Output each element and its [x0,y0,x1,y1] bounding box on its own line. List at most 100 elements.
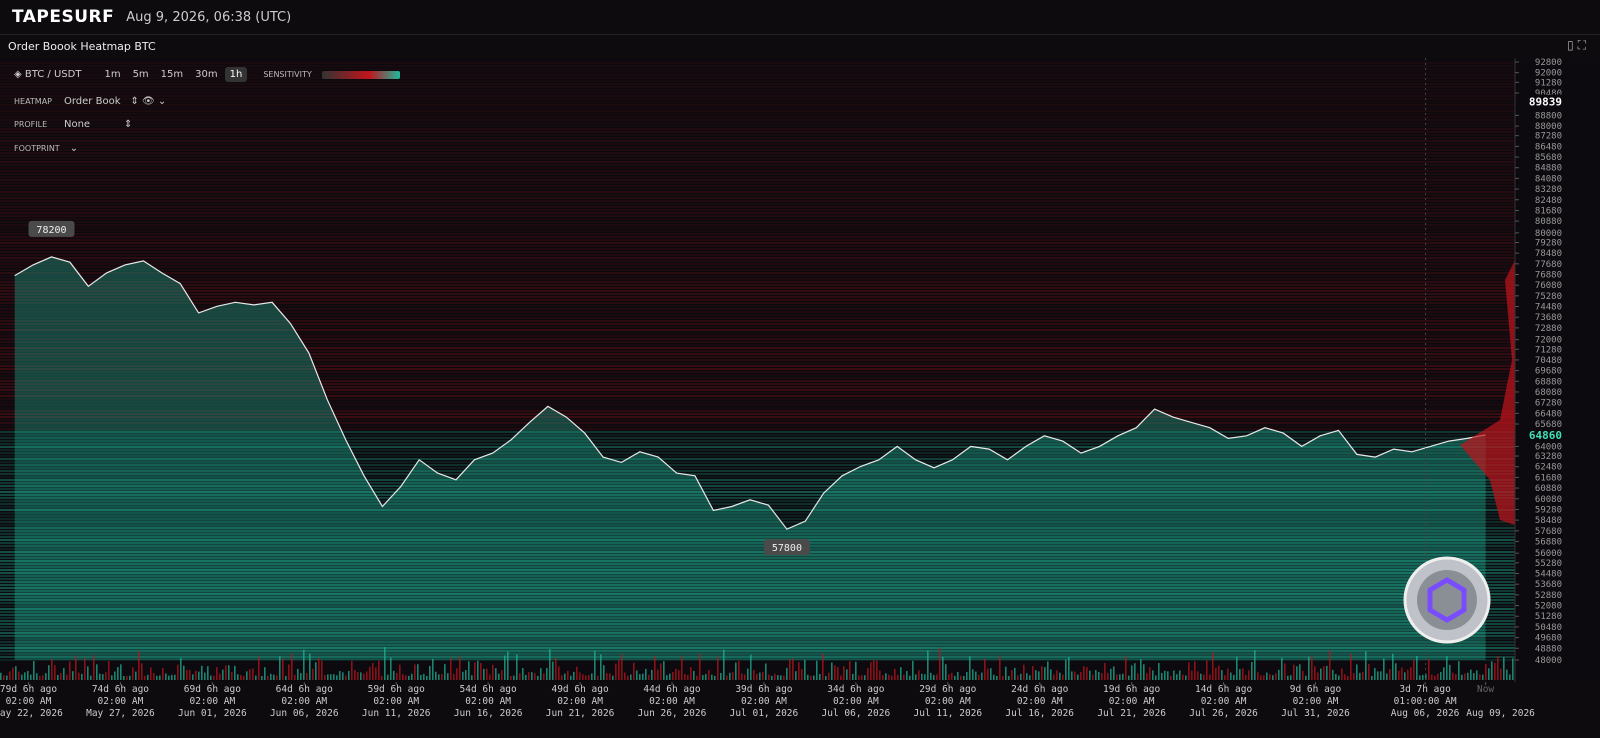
volume [1017,675,1019,680]
heat-band [0,494,1515,496]
volume [468,661,470,680]
volume [960,675,962,680]
volume [1125,656,1127,680]
heat-band [0,140,1515,142]
heat-band [0,242,1515,244]
heat-band [0,398,1515,400]
volume [495,668,497,680]
icon[interactable]: ⌄ [69,143,79,154]
volume [900,667,902,680]
volume [717,656,719,680]
volume [414,664,416,680]
volume [567,670,569,680]
volume [1176,674,1178,680]
volume [342,672,344,680]
volume [1254,650,1256,680]
panel-icons[interactable]: ▯ ⛶ [1567,38,1586,52]
volume [1008,675,1010,680]
y-tick-label: 49680 [1535,634,1562,644]
volume [885,673,887,680]
heat-band [0,524,1515,526]
volume [801,669,803,680]
heat-band [0,221,1515,223]
volume [237,674,239,680]
heat-band [0,266,1515,268]
volume [1494,662,1496,680]
volume [504,655,506,680]
heat-band [0,521,1515,523]
heat-band [0,554,1515,556]
volume [804,659,806,680]
heat-band [0,374,1515,376]
volume [1221,670,1223,680]
x-tick-label: 34d 6h ago [827,684,884,695]
heat-band [0,365,1515,367]
heat-band [0,206,1515,208]
setting-value[interactable]: Order Book [64,96,121,107]
volume [195,670,197,680]
heat-band [0,443,1515,445]
x-tick-time: 02:00 AM [1017,696,1063,707]
y-tick-label: 84080 [1535,174,1562,184]
x-tick-time: 02:00 AM [925,696,971,707]
volume [411,673,413,680]
volume [1173,670,1175,680]
icons[interactable]: ⇕ 👁 ⌄ [130,96,167,107]
volume [375,667,377,680]
volume [1260,675,1262,680]
volume [249,669,251,680]
icon[interactable]: ⇕ [124,119,133,130]
volume [27,670,29,680]
annotation-box [28,220,75,237]
x-tick-date: Jul 21, 2026 [1097,708,1166,719]
heat-band [0,290,1515,292]
footprint-row: FOOTPRINT ⌄ [14,143,78,154]
heat-band [0,584,1515,586]
heat-band [0,80,1515,82]
volume [1305,675,1307,680]
volume [1317,672,1319,680]
volume [678,670,680,680]
y-tick-label: 92000 [1535,69,1562,79]
heat-band [0,71,1515,73]
volume [1056,670,1058,680]
volume [465,670,467,680]
volume [339,671,341,680]
volume [39,675,41,680]
timeframe[interactable]: 5m [132,69,149,80]
pair[interactable]: ◈ BTC / USDT [14,69,82,80]
y-tick-label: 65680 [1535,420,1562,430]
volume [333,674,335,680]
heat-band [0,656,1515,658]
volume [1308,656,1310,680]
volume [498,673,500,680]
volume [1212,652,1214,680]
heat-band [0,278,1515,280]
brand[interactable]: TAPESURF [12,7,115,27]
timeframe[interactable]: 30m [195,69,218,80]
heat-band [0,632,1515,634]
volume [207,666,209,680]
volume [243,675,245,680]
timeframe[interactable]: 15m [160,69,184,80]
heat-band [0,212,1515,214]
volume [768,674,770,680]
volume [612,675,614,680]
heat-band [0,368,1515,370]
volume [81,673,83,680]
logo-inner [1417,570,1477,630]
volume [381,675,383,680]
timeframe[interactable]: 1h [224,67,248,82]
heat-band [0,239,1515,241]
setting-label[interactable]: FOOTPRINT [14,144,60,153]
volume [315,662,317,680]
volume [474,662,476,680]
sensitivity-slider[interactable] [321,70,400,79]
setting-value[interactable]: None [64,119,91,130]
volume [1005,666,1007,680]
x-tick-label: 24d 6h ago [1011,684,1068,695]
timeframe[interactable]: 1m [104,69,121,80]
y-tick-label: 59280 [1535,505,1562,515]
heat-band [0,146,1515,148]
